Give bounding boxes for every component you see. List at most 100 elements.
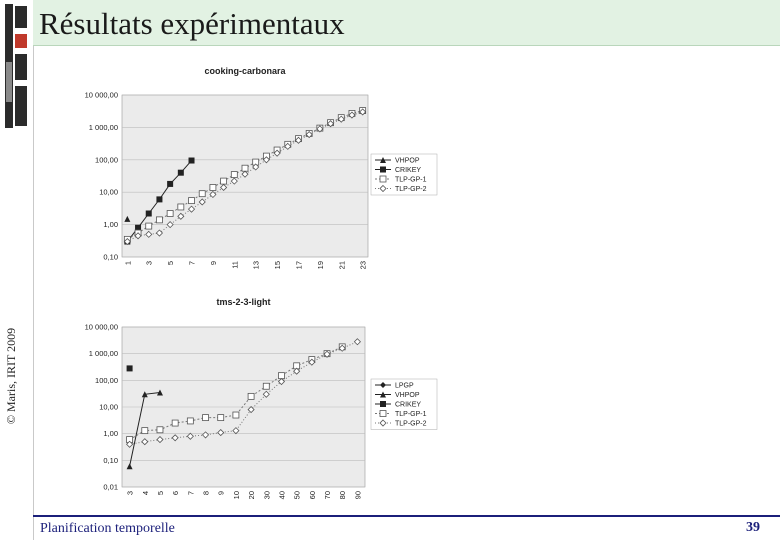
legend-label: CRIKEY: [395, 167, 421, 174]
data-point-tlp-gp-2: [294, 136, 303, 144]
y-tick-label: 100,00: [95, 376, 118, 385]
data-point-tlp-gp-2: [308, 358, 316, 366]
data-point-tlp-gp-2: [155, 229, 164, 237]
x-tick-label: 30: [262, 491, 271, 499]
x-tick-label: 15: [273, 261, 282, 269]
data-point-vhpop: [156, 389, 163, 396]
chart-title: cooking-carbonara: [204, 66, 286, 76]
data-point-tlp-gp-2: [201, 431, 210, 439]
x-tick-label: 80: [338, 491, 347, 499]
data-point-tlp-gp-2: [187, 205, 196, 213]
legend-label: TLP-GP-1: [395, 411, 427, 418]
data-point-tlp-gp-1: [202, 414, 209, 422]
y-tick-label: 10,00: [99, 188, 118, 197]
legend-marker: [380, 157, 386, 163]
x-tick-label: 90: [353, 491, 362, 499]
x-tick-label: 9: [217, 491, 226, 495]
data-point-tlp-gp-2: [353, 338, 361, 346]
x-tick-label: 19: [316, 261, 325, 269]
legend-label: CRIKEY: [395, 402, 421, 409]
data-point-vhpop: [124, 215, 131, 222]
legend-marker: [380, 401, 386, 407]
y-tick-label: 0,01: [103, 483, 118, 492]
series-line-tlp-gp-2: [129, 341, 358, 445]
data-point-tlp-gp-1: [278, 372, 285, 380]
data-point-crikey: [135, 224, 142, 231]
legend-box: [370, 153, 438, 196]
data-point-crikey: [156, 196, 163, 203]
data-point-tlp-gp-1: [262, 382, 270, 390]
x-tick-label: 5: [166, 261, 175, 265]
legend-marker: [379, 419, 387, 427]
y-tick-label: 1,00: [103, 220, 118, 229]
data-point-tlp-gp-2: [156, 436, 164, 444]
data-point-tlp-gp-2: [123, 237, 131, 246]
legend-marker: [380, 382, 386, 388]
data-point-crikey: [126, 365, 133, 372]
y-tick-label: 100,00: [95, 155, 118, 164]
data-point-tlp-gp-1: [186, 417, 194, 425]
legend-label: VHPOP: [395, 392, 420, 399]
x-tick-label: 8: [202, 491, 211, 495]
page-number: 39: [746, 520, 760, 535]
x-tick-label: 4: [141, 491, 150, 495]
legend-label: TLP-GP-2: [395, 421, 427, 428]
footer-title: Planification temporelle: [40, 521, 175, 536]
x-tick-label: 10: [232, 491, 241, 499]
data-point-tlp-gp-2: [230, 177, 238, 185]
y-tick-label: 0,10: [103, 456, 118, 465]
data-point-tlp-gp-1: [232, 411, 240, 419]
data-point-tlp-gp-2: [171, 434, 179, 442]
data-point-tlp-gp-2: [177, 212, 185, 220]
x-tick-label: 1: [123, 261, 132, 265]
data-point-tlp-gp-2: [252, 163, 260, 171]
data-point-tlp-gp-2: [337, 115, 345, 123]
data-point-tlp-gp-1: [247, 392, 255, 400]
data-point-tlp-gp-1: [166, 210, 174, 217]
legend-marker: [379, 410, 387, 417]
x-tick-label: 20: [247, 491, 256, 499]
data-point-tlp-gp-2: [209, 190, 217, 199]
logo-block-1: [15, 6, 27, 28]
data-point-tlp-gp-1: [177, 203, 185, 211]
data-point-tlp-gp-1: [141, 427, 149, 435]
x-tick-label: 70: [323, 491, 332, 499]
data-point-tlp-gp-2: [359, 108, 367, 116]
x-tick-label: 17: [294, 261, 303, 269]
data-point-tlp-gp-2: [247, 406, 255, 414]
x-tick-label: 5: [156, 491, 165, 495]
legend-box: [370, 378, 438, 430]
data-point-tlp-gp-2: [305, 131, 313, 139]
data-point-crikey: [145, 210, 152, 217]
data-point-tlp-gp-2: [348, 111, 356, 119]
legend-marker: [379, 175, 387, 183]
left-sidebar: © Maris, IRIT 2009: [0, 0, 34, 540]
data-point-tlp-gp-1: [156, 426, 164, 434]
data-point-tlp-gp-2: [241, 170, 249, 178]
x-tick-label: 7: [188, 261, 197, 265]
data-point-tlp-gp-2: [277, 377, 286, 386]
x-tick-label: 23: [359, 261, 368, 269]
data-point-vhpop: [141, 391, 148, 398]
x-tick-label: 3: [145, 261, 154, 265]
legend-label: VHPOP: [395, 158, 420, 165]
x-tick-label: 9: [209, 261, 218, 265]
data-point-tlp-gp-2: [338, 344, 346, 352]
data-point-tlp-gp-1: [209, 184, 217, 191]
logo-block-4: [15, 86, 27, 126]
data-point-tlp-gp-1: [188, 197, 195, 205]
x-tick-label: 13: [252, 261, 261, 269]
footer-divider: [33, 515, 780, 517]
logo-stripe: [6, 62, 12, 102]
data-point-tlp-gp-2: [220, 183, 228, 192]
y-tick-label: 10,00: [99, 403, 118, 412]
data-point-tlp-gp-2: [126, 440, 134, 448]
legend-marker: [380, 166, 386, 173]
legend-label: LPGP: [395, 383, 414, 390]
chart-title: tms-2-3-light: [217, 297, 271, 307]
y-tick-label: 1,00: [103, 429, 118, 438]
irit-logo: [5, 4, 27, 128]
data-point-crikey: [177, 169, 184, 176]
logo-block-2: [15, 34, 27, 48]
